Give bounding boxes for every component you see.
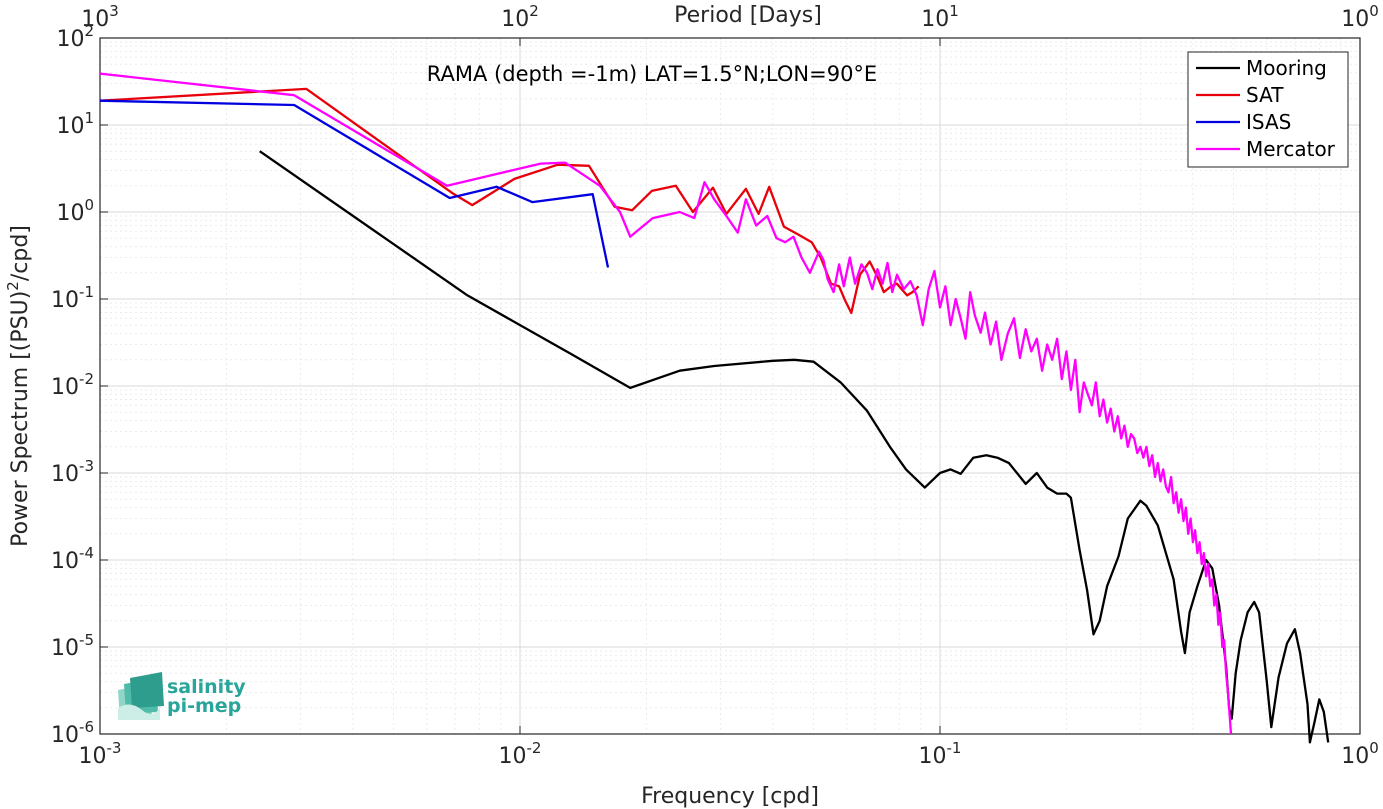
series-line-mercator — [99, 72, 1233, 735]
x-tick-label: 10-1 — [919, 739, 962, 769]
y-tick-label: 10-3 — [51, 457, 94, 487]
top-tick-label: 101 — [921, 2, 959, 32]
series-line-sat — [99, 87, 920, 315]
y-tick-label: 10-6 — [51, 718, 94, 748]
y-tick-label: 102 — [56, 22, 94, 52]
x-tick-label: 10-2 — [499, 739, 542, 769]
grid — [100, 38, 1360, 734]
chart-annotation: RAMA (depth =-1m) LAT=1.5°N;LON=90°E — [427, 62, 877, 86]
legend-label-mooring: Mooring — [1246, 56, 1327, 80]
logo-mark-icon — [118, 672, 164, 720]
legend-label-isas: ISAS — [1246, 110, 1291, 134]
legend-box — [1187, 51, 1349, 168]
x-axis-label: Frequency [cpd] — [641, 784, 819, 809]
y-tick-label: 10-5 — [51, 631, 94, 661]
series-group — [99, 72, 1330, 744]
series-line-isas — [99, 99, 610, 268]
y-tick-label: 100 — [56, 196, 94, 226]
y-tick-label: 10-4 — [51, 544, 94, 574]
legend-label-sat: SAT — [1246, 83, 1284, 107]
y-tick-label: 10-2 — [51, 370, 94, 400]
salinity-pimep-logo: salinity pi-mep — [118, 672, 246, 720]
top-tick-label: 102 — [501, 2, 539, 32]
y-tick-label: 101 — [56, 109, 94, 139]
series-line-mooring — [259, 150, 1330, 744]
legend-label-mercator: Mercator — [1246, 137, 1336, 161]
x-tick-label: 10-3 — [79, 739, 122, 769]
top-axis-label: Period [Days] — [674, 3, 822, 28]
y-axis-label: Power Spectrum [(PSU)2/cpd] — [4, 225, 33, 547]
legend: Mooring SAT ISAS Mercator — [1187, 51, 1349, 168]
x-tick-label: 100 — [1341, 739, 1379, 769]
top-tick-label: 103 — [81, 2, 119, 32]
top-tick-label: 100 — [1341, 2, 1379, 32]
logo-line-1: salinity — [167, 676, 246, 698]
y-tick-label: 10-1 — [51, 283, 94, 313]
logo-line-2: pi-mep — [167, 695, 241, 717]
